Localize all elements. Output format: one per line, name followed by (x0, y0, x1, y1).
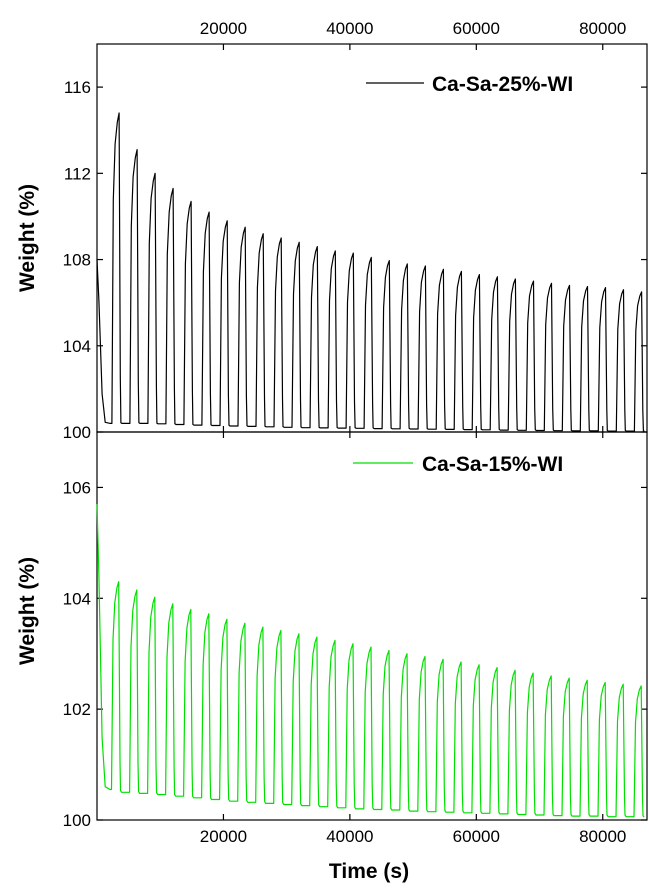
x-tick-label: 40000 (326, 19, 373, 38)
top-panel: 100 104 108 112 116 20000 40000 60000 80000 Weigh… (16, 19, 648, 442)
x-tick-label: 40000 (326, 827, 373, 846)
series-line (96, 504, 645, 818)
x-tick-label: 80000 (579, 827, 626, 846)
y-tick-label: 116 (64, 78, 91, 97)
series-line (96, 112, 645, 432)
x-tick-label: 60000 (453, 827, 500, 846)
y-tick-label: 100 (63, 423, 91, 442)
x-axis-title: Time (s) (329, 860, 409, 883)
bottom-panel: 100 102 104 106 20000 40000 60000 80000 Weight (… (16, 431, 648, 883)
y-tick-label: 108 (63, 251, 91, 270)
y-tick-label: 104 (63, 337, 91, 356)
x-tick-label: 20000 (200, 19, 247, 38)
y-axis-title: Weight (%) (16, 184, 39, 292)
y-tick-label: 104 (63, 589, 91, 608)
x-tick-label: 60000 (453, 19, 500, 38)
y-axis-title: Weight (%) (16, 557, 39, 665)
legend-label: Ca-Sa-15%-WI (422, 453, 563, 476)
x-tick-label: 80000 (579, 19, 626, 38)
plot-frame (96, 431, 648, 821)
x-tick-label: 20000 (200, 827, 247, 846)
legend-label: Ca-Sa-25%-WI (432, 73, 573, 96)
y-tick-label: 112 (64, 164, 91, 183)
y-tick-label: 100 (63, 811, 91, 830)
y-tick-label: 102 (63, 700, 91, 719)
y-tick-label: 106 (63, 478, 91, 497)
